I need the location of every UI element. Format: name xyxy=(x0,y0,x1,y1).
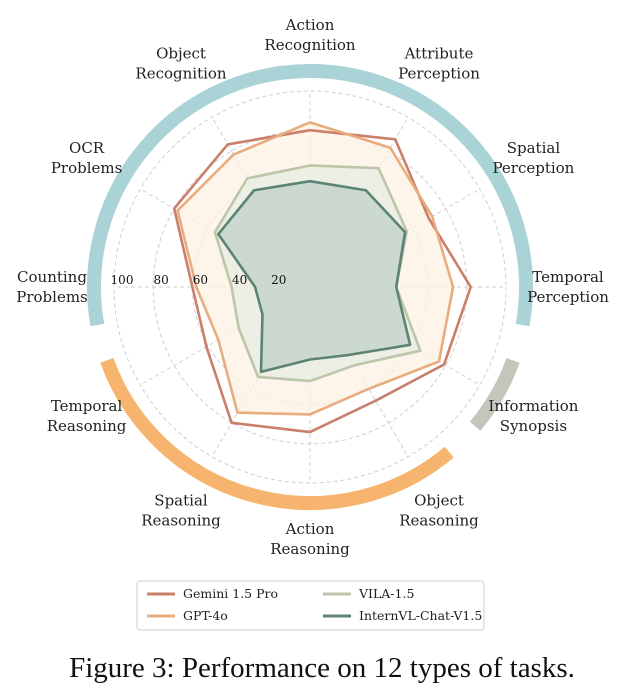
category-label-11-line-1: Recognition xyxy=(135,65,227,83)
category-label-8-line-0: Temporal xyxy=(51,397,123,415)
group-arc-reasoning xyxy=(100,358,454,510)
category-label-5-line-1: Reasoning xyxy=(399,511,479,529)
category-label-4: Information Synopsis xyxy=(488,397,578,435)
tick-label-80: 80 xyxy=(154,273,169,287)
series-line-vila-1-5 xyxy=(213,164,422,383)
tick-label-20: 20 xyxy=(271,273,286,287)
tick-label-100: 100 xyxy=(111,273,134,287)
spoke-4 xyxy=(309,286,480,386)
series-layer xyxy=(172,121,473,434)
series-line-gemini-1-5-pro xyxy=(172,128,473,434)
series-line-internvl-chat-v1-5 xyxy=(217,179,412,374)
category-label-6: Action Reasoning xyxy=(270,520,350,558)
task-group-arcs xyxy=(87,63,533,510)
figure-caption: Figure 3: Performance on 12 types of tas… xyxy=(69,652,575,684)
spoke-5 xyxy=(309,286,409,457)
group-arc-synopsis xyxy=(469,357,520,431)
category-label-2: Spatial Perception xyxy=(492,139,574,177)
legend-box xyxy=(136,580,485,631)
radial-tick-labels: 20 40 60 80 100 xyxy=(111,273,287,287)
category-label-10-line-0: OCR xyxy=(69,139,105,157)
legend-label-0: Gemini 1.5 Pro xyxy=(183,586,278,601)
category-label-9-line-0: Counting xyxy=(17,268,87,286)
spoke-7 xyxy=(211,286,311,457)
spoke-10 xyxy=(140,188,311,288)
category-label-1: Attribute Perception xyxy=(398,45,480,83)
category-label-3-line-0: Temporal xyxy=(532,268,604,286)
legend-label-3: InternVL-Chat-V1.5 xyxy=(359,608,482,623)
category-label-2-line-0: Spatial xyxy=(507,139,561,157)
category-label-8-line-1: Reasoning xyxy=(47,417,127,435)
category-label-7-line-1: Reasoning xyxy=(141,511,221,529)
category-label-8: Temporal Reasoning xyxy=(47,397,127,435)
legend-label-2: VILA-1.5 xyxy=(358,586,414,601)
legend-label-1: GPT-4o xyxy=(183,608,228,623)
group-arc-perception xyxy=(87,63,533,327)
spoke-8 xyxy=(140,286,311,386)
category-label-0-line-0: Action xyxy=(285,16,335,34)
category-label-9-line-1: Problems xyxy=(16,288,88,306)
category-label-11: Object Recognition xyxy=(135,45,227,83)
category-label-1-line-0: Attribute xyxy=(404,45,474,63)
category-label-4-line-1: Synopsis xyxy=(500,417,567,435)
category-labels: Action Recognition Attribute PerceptionSpat… xyxy=(16,16,609,558)
category-label-6-line-1: Reasoning xyxy=(270,540,350,558)
category-label-2-line-1: Perception xyxy=(492,159,574,177)
category-label-0-line-1: Recognition xyxy=(264,36,356,54)
category-label-5-line-0: Object xyxy=(414,491,464,509)
grid-circle-100 xyxy=(113,90,507,484)
category-label-5: Object Reasoning xyxy=(399,491,479,529)
tick-label-40: 40 xyxy=(232,273,247,287)
category-label-4-line-0: Information xyxy=(488,397,578,415)
category-label-6-line-0: Action xyxy=(285,520,335,538)
category-label-1-line-1: Perception xyxy=(398,65,480,83)
category-label-11-line-0: Object xyxy=(156,45,206,63)
tick-label-60: 60 xyxy=(193,273,208,287)
category-label-10: OCR Problems xyxy=(51,139,123,177)
category-label-3: Temporal Perception xyxy=(527,268,609,306)
legend: Gemini 1.5 Pro VILA-1.5 GPT-4o InternVL-Cha… xyxy=(136,580,485,631)
category-label-3-line-1: Perception xyxy=(527,288,609,306)
spoke-1 xyxy=(309,117,409,288)
series-fill-3 xyxy=(218,181,411,372)
spoke-2 xyxy=(309,188,480,288)
series-line-gpt-4o xyxy=(176,121,455,416)
category-label-0: Action Recognition xyxy=(264,16,356,54)
category-label-9: Counting Problems xyxy=(16,268,88,306)
category-label-7-line-0: Spatial xyxy=(154,491,208,509)
category-label-7: Spatial Reasoning xyxy=(141,491,221,529)
category-label-10-line-1: Problems xyxy=(51,159,123,177)
